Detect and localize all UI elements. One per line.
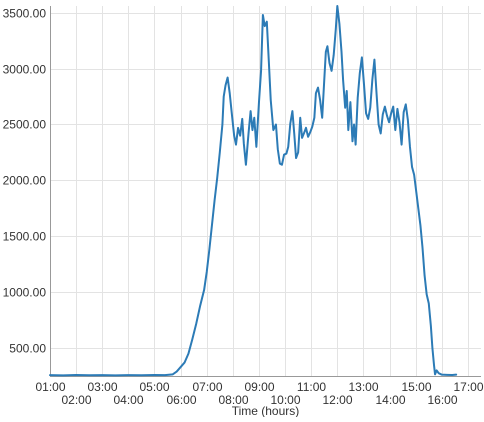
x-tick-label: 06:00 xyxy=(166,393,196,407)
label-layer: Time (hours) 500.00 1000.00 1500.00 2000.00… xyxy=(3,7,484,419)
x-tick-label: 13:00 xyxy=(348,380,378,394)
y-tick-label: 1500.00 xyxy=(3,230,47,244)
x-tick-label: 02:00 xyxy=(61,393,91,407)
series-layer xyxy=(49,5,458,377)
x-tick-label: 10:00 xyxy=(270,393,300,407)
x-tick-label: 03:00 xyxy=(87,380,117,394)
x-tick-label: 12:00 xyxy=(322,393,352,407)
x-tick-label: 07:00 xyxy=(192,380,222,394)
x-tick-label: 11:00 xyxy=(297,380,326,394)
y-tick-label: 3500.00 xyxy=(3,7,47,21)
grid-layer xyxy=(50,6,481,376)
x-tick-label: 08:00 xyxy=(218,393,248,407)
x-tick-label: 04:00 xyxy=(113,393,143,407)
axis-layer xyxy=(50,6,481,377)
y-tick-label: 3000.00 xyxy=(3,63,47,77)
y-tick-label: 500.00 xyxy=(9,342,46,356)
x-tick-label: 17:00 xyxy=(453,380,483,394)
y-tick-label: 2500.00 xyxy=(3,118,47,132)
x-tick-label: 15:00 xyxy=(401,380,431,394)
x-tick-label: 05:00 xyxy=(139,380,169,394)
x-tick-label: 16:00 xyxy=(427,393,457,407)
y-tick-label: 2000.00 xyxy=(3,174,47,188)
series-line-load xyxy=(49,5,458,377)
x-tick-label: 01:00 xyxy=(35,380,65,394)
x-tick-label: 14:00 xyxy=(375,393,405,407)
y-tick-label: 1000.00 xyxy=(3,286,47,300)
x-axis-title: Time (hours) xyxy=(232,404,300,417)
x-tick-label: 09:00 xyxy=(244,380,274,394)
